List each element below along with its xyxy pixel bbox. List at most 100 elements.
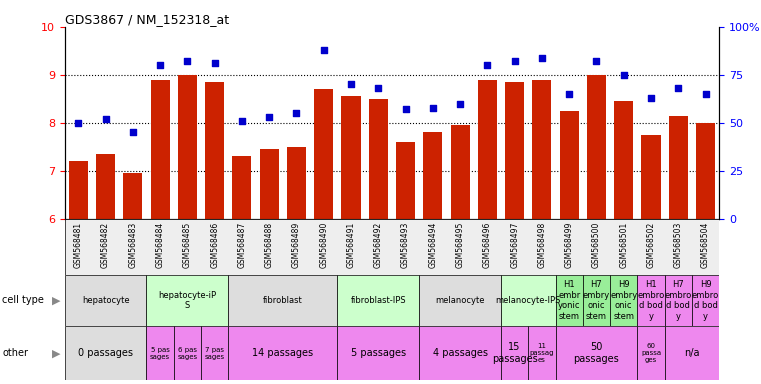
Point (72, 120, 84, 126)
Bar (205, 82, 224, 219)
Text: 15
passages: 15 passages (492, 343, 537, 364)
Point (645, 95, 657, 101)
Text: GSM568493: GSM568493 (401, 222, 410, 268)
Text: 7 pas
sages: 7 pas sages (205, 347, 224, 360)
Text: GSM568489: GSM568489 (292, 222, 301, 268)
Point (209, 60, 221, 66)
Text: GSM568503: GSM568503 (673, 222, 683, 268)
Text: GSM568490: GSM568490 (320, 222, 328, 268)
Text: GSM568491: GSM568491 (346, 222, 355, 268)
Bar (451, 125, 470, 219)
Bar (501, 326, 528, 380)
Text: ▶: ▶ (52, 295, 60, 306)
Text: GSM568487: GSM568487 (237, 222, 247, 268)
Bar (664, 326, 719, 380)
Text: GDS3867 / NM_152318_at: GDS3867 / NM_152318_at (65, 13, 229, 26)
Text: GSM568497: GSM568497 (510, 222, 519, 268)
Bar (96, 154, 115, 219)
Text: GSM568488: GSM568488 (265, 222, 274, 268)
Text: 5 pas
sages: 5 pas sages (150, 347, 170, 360)
Text: GSM568501: GSM568501 (619, 222, 628, 268)
Bar (369, 99, 388, 219)
Bar (692, 275, 719, 326)
Text: melanocyte-IPS: melanocyte-IPS (495, 296, 561, 305)
Point (563, 91, 575, 97)
Point (345, 81, 357, 88)
Text: GSM568504: GSM568504 (701, 222, 710, 268)
Text: 14 passages: 14 passages (253, 348, 314, 358)
Point (154, 62, 166, 68)
Text: GSM568495: GSM568495 (456, 222, 464, 268)
Bar (287, 147, 306, 219)
Text: melanocyte: melanocyte (435, 296, 485, 305)
Point (127, 129, 139, 136)
Text: GSM568496: GSM568496 (483, 222, 492, 268)
Text: 50
passages: 50 passages (574, 343, 619, 364)
Text: 6 pas
sages: 6 pas sages (177, 347, 197, 360)
Bar (423, 132, 442, 219)
Bar (174, 326, 201, 380)
Text: 4 passages: 4 passages (432, 348, 488, 358)
Bar (146, 326, 174, 380)
Text: GSM568500: GSM568500 (592, 222, 601, 268)
Bar (533, 79, 552, 219)
Text: hepatocyte: hepatocyte (81, 296, 129, 305)
Point (100, 116, 112, 122)
Bar (614, 101, 633, 219)
Bar (501, 275, 556, 326)
Text: GSM568484: GSM568484 (156, 222, 164, 268)
Bar (65, 326, 146, 380)
Bar (638, 275, 664, 326)
Text: GSM568492: GSM568492 (374, 222, 383, 268)
Text: GSM568481: GSM568481 (74, 222, 83, 268)
Bar (314, 89, 333, 219)
Bar (664, 275, 692, 326)
Text: GSM568498: GSM568498 (537, 222, 546, 268)
Bar (396, 142, 415, 219)
Point (672, 85, 684, 91)
Text: 0 passages: 0 passages (78, 348, 133, 358)
Bar (696, 123, 715, 219)
Text: 5 passages: 5 passages (351, 348, 406, 358)
Bar (337, 326, 419, 380)
Text: H1
embr
yonic
stem: H1 embr yonic stem (558, 280, 581, 321)
Bar (419, 326, 501, 380)
Text: ▶: ▶ (52, 348, 60, 358)
Point (372, 85, 384, 91)
Bar (556, 275, 583, 326)
Point (481, 62, 493, 68)
Bar (505, 82, 524, 219)
Bar (669, 116, 688, 219)
Bar (638, 326, 664, 380)
Bar (342, 96, 361, 219)
Text: hepatocyte-iP
S: hepatocyte-iP S (158, 291, 216, 310)
Text: GSM568486: GSM568486 (210, 222, 219, 268)
Bar (260, 149, 279, 219)
Text: 11
passag
es: 11 passag es (530, 343, 554, 363)
Bar (201, 326, 228, 380)
Point (508, 58, 521, 65)
Text: other: other (2, 348, 28, 358)
Text: GSM568485: GSM568485 (183, 222, 192, 268)
Bar (146, 275, 228, 326)
Text: fibroblast-IPS: fibroblast-IPS (351, 296, 406, 305)
Bar (610, 275, 638, 326)
Point (400, 106, 412, 113)
Bar (178, 75, 197, 219)
Text: GSM568483: GSM568483 (129, 222, 137, 268)
Bar (232, 157, 251, 219)
Text: H7
embro
d bod
y: H7 embro d bod y (664, 280, 692, 321)
Bar (228, 275, 337, 326)
Text: fibroblast: fibroblast (263, 296, 303, 305)
Text: H1
embro
d bod
y: H1 embro d bod y (638, 280, 664, 321)
Text: H9
embry
onic
stem: H9 embry onic stem (610, 280, 637, 321)
Point (591, 58, 603, 65)
Bar (583, 275, 610, 326)
Bar (228, 326, 337, 380)
Bar (68, 161, 88, 219)
Text: H9
embro
d bod
y: H9 embro d bod y (692, 280, 719, 321)
Point (618, 72, 630, 78)
Text: n/a: n/a (684, 348, 699, 358)
Point (699, 91, 712, 97)
Bar (587, 75, 606, 219)
